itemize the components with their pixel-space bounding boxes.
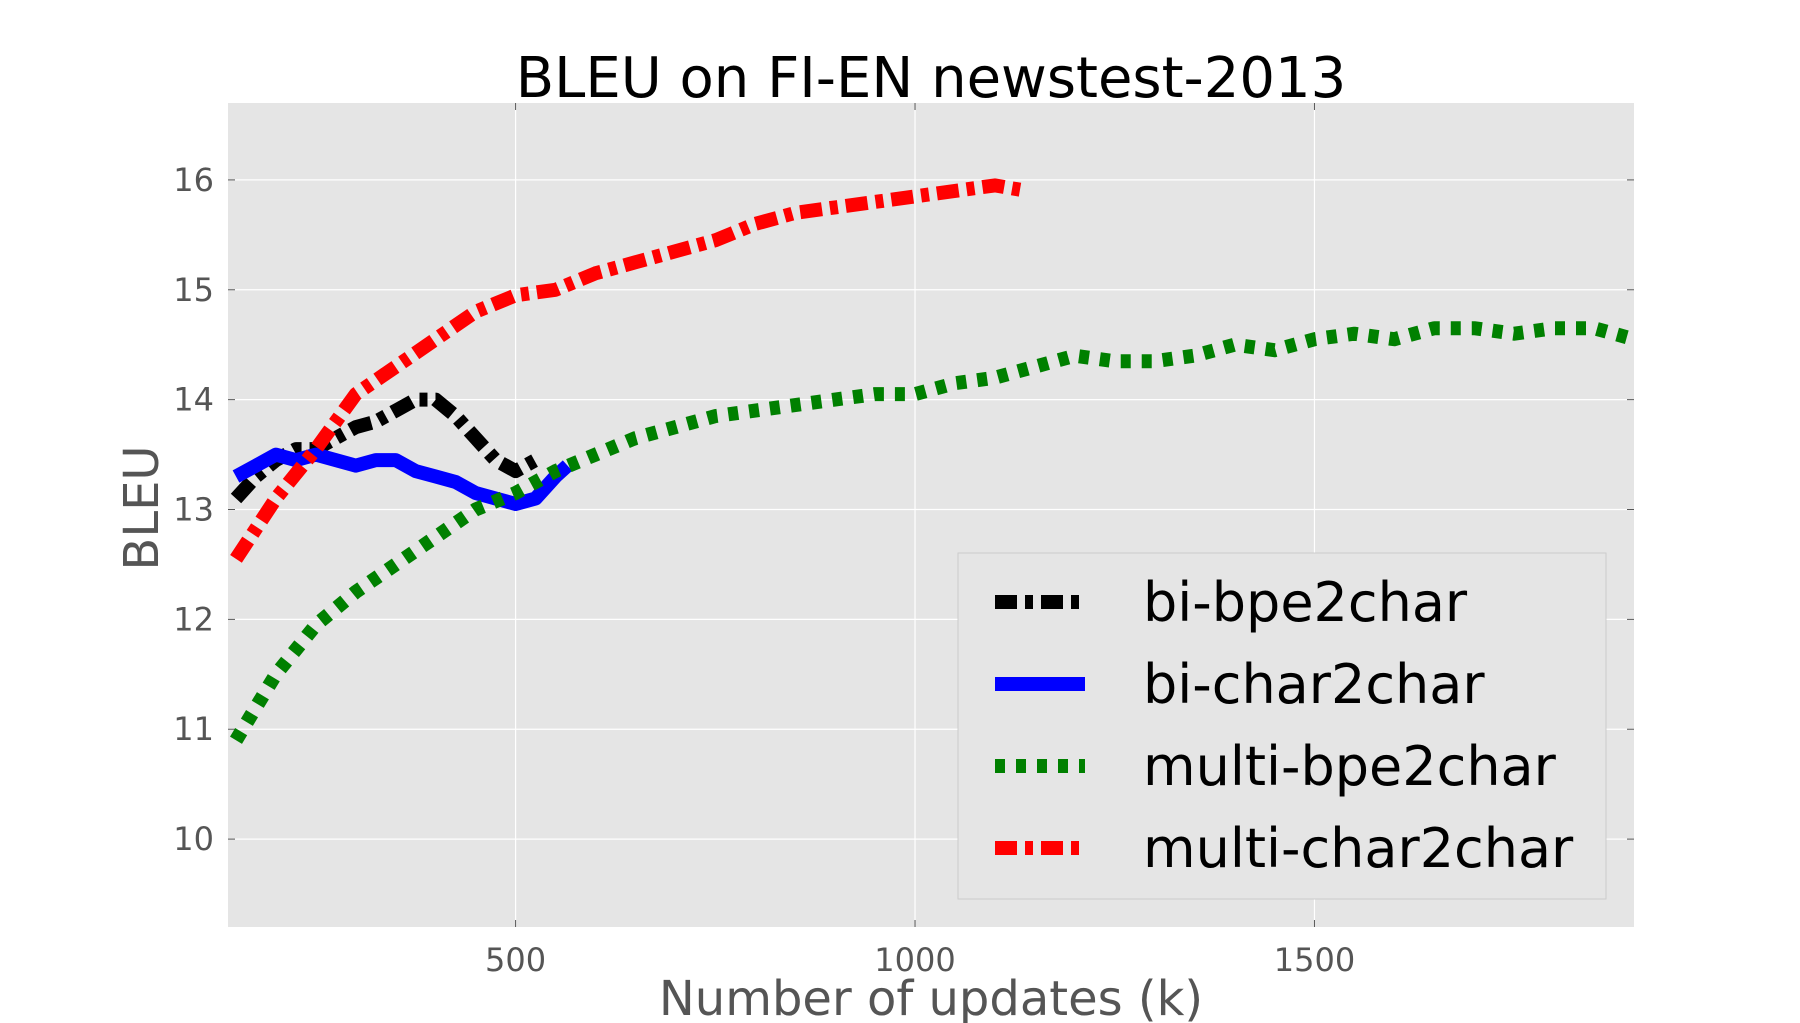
legend-label-multi-bpe2char: multi-bpe2char	[1143, 735, 1557, 798]
series-line-multi-char2char	[230, 178, 1029, 563]
y-tick-label: 12	[173, 600, 214, 638]
legend-label-bi-bpe2char: bi-bpe2char	[1143, 571, 1468, 634]
x-tick-label: 1500	[1274, 941, 1355, 979]
legend: bi-bpe2char bi-char2char multi-bpe2char mul…	[957, 552, 1607, 900]
x-tick-label: 500	[485, 941, 546, 979]
legend-label-bi-char2char: bi-char2char	[1143, 653, 1485, 716]
y-tick-label: 10	[173, 820, 214, 858]
grid	[228, 103, 1634, 927]
y-tick-label: 14	[173, 381, 214, 419]
y-axis-label: BLEU	[114, 445, 170, 570]
x-axis-label: Number of updates (k)	[659, 971, 1203, 1023]
series-line-bi-char2char	[232, 447, 573, 511]
x-tick-label: 1000	[874, 941, 955, 979]
y-tick-label: 15	[173, 271, 214, 309]
series-layer	[230, 178, 1636, 744]
y-tick-label: 11	[173, 710, 214, 748]
chart-title: BLEU on FI-EN newstest-2013	[516, 46, 1347, 111]
y-tick-label: 16	[173, 161, 214, 199]
legend-label-multi-char2char: multi-char2char	[1143, 817, 1574, 880]
y-tick-label: 13	[173, 491, 214, 529]
ticks: 500 1000 1500 10 11 12 13 14 15 16	[173, 103, 1634, 979]
legend-box	[957, 552, 1607, 900]
